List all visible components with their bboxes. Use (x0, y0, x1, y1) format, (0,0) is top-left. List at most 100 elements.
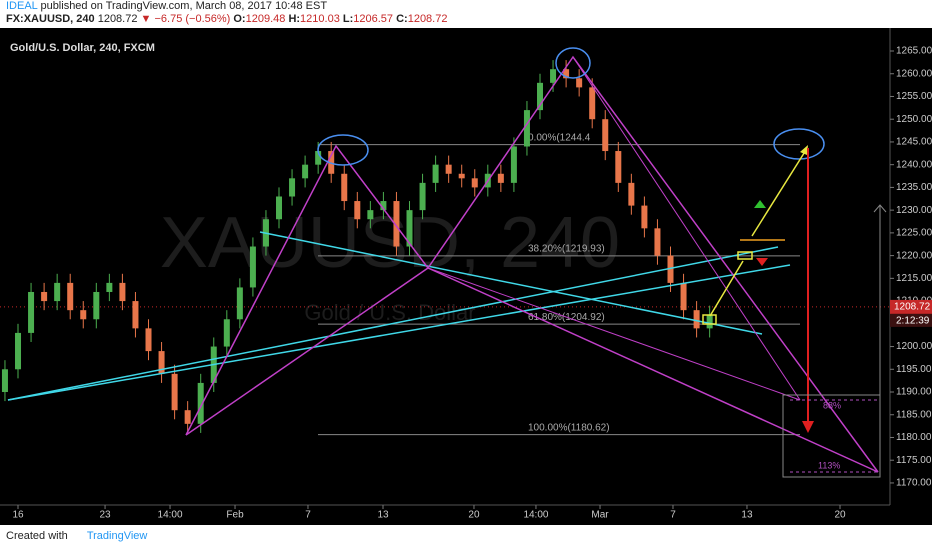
x-tick-label: 20 (468, 510, 480, 521)
candle-body (563, 69, 570, 79)
x-tick-label: 23 (99, 510, 111, 521)
x-tick-label: 13 (377, 510, 389, 521)
candle-body (550, 69, 557, 83)
candle-body (54, 282, 61, 302)
candle-body (28, 291, 35, 333)
watermark: XAUUSD, 240 (160, 203, 620, 283)
fib-label: 0.00%(1244.4 (528, 132, 591, 143)
fib-label: 38.20%(1219.93) (528, 244, 605, 255)
candle-body (419, 182, 426, 211)
arrow-head (873, 204, 887, 213)
y-tick-label: 1240.00 (896, 159, 932, 170)
candle-body (380, 201, 387, 211)
h-label: H: (288, 13, 301, 25)
candle-body (615, 151, 622, 183)
x-tick-label: 13 (741, 510, 753, 521)
candle-body (328, 151, 335, 174)
candle-body (119, 282, 126, 302)
candle-body (367, 210, 374, 220)
candle-body (706, 314, 713, 329)
footer: Created with TradingView (6, 530, 147, 542)
y-tick-label: 1245.00 (896, 137, 932, 148)
x-tick-label: 14:00 (158, 510, 183, 521)
pattern-line (572, 56, 801, 401)
candle-body (276, 196, 283, 220)
candle-body (523, 110, 530, 147)
symbol: FX:XAUUSD, 240 (6, 13, 95, 25)
chart-title: Gold/U.S. Dollar, 240, FXCM (10, 42, 155, 54)
candle-body (589, 87, 596, 120)
projection-box (782, 394, 881, 478)
low: 1206.57 (353, 13, 394, 25)
close: 1208.72 (407, 13, 448, 25)
candle-body (93, 291, 100, 320)
candle-body (132, 301, 139, 329)
y-tick-label: 1255.00 (896, 91, 932, 102)
created-with: Created with (6, 530, 68, 542)
publish-line: IDEAL published on TradingView.com, Marc… (0, 0, 932, 13)
drawings (7, 47, 887, 478)
c-label: C: (396, 13, 408, 25)
y-tick-label: 1170.00 (896, 478, 932, 489)
y-tick-label: 1195.00 (896, 364, 932, 375)
brand[interactable]: TradingView (86, 530, 148, 542)
y-tick-label: 1175.00 (896, 455, 932, 466)
candle-body (693, 310, 700, 329)
candle-body (249, 246, 256, 288)
candle-body (602, 119, 609, 152)
candle-body (1, 369, 8, 393)
candle-body (197, 382, 204, 424)
candle-body (354, 201, 361, 220)
annotation: 113% (818, 460, 840, 470)
trend-line (7, 246, 779, 401)
y-tick-label: 1235.00 (896, 182, 932, 193)
change: ▼ −6.75 (−0.56%) (140, 13, 231, 25)
y-tick-label: 1250.00 (896, 114, 932, 125)
marker-box (702, 314, 717, 325)
highlight-ellipse (773, 128, 825, 160)
y-tick-label: 1185.00 (896, 409, 932, 420)
y-tick-label: 1190.00 (896, 387, 932, 398)
trend-line (7, 264, 791, 401)
candle-body (15, 332, 22, 370)
trend-line (259, 231, 763, 335)
o-label: O: (233, 13, 246, 25)
candle-body (576, 78, 583, 88)
last: 1208.72 (97, 13, 138, 25)
down-arrow (756, 258, 768, 266)
header: IDEAL published on TradingView.com, Marc… (0, 0, 932, 28)
y-tick-label: 1260.00 (896, 68, 932, 79)
candle-body (654, 228, 661, 256)
x-tick-label: 7 (305, 510, 311, 521)
pattern-line (427, 267, 879, 473)
y-tick-label: 1200.00 (896, 341, 932, 352)
arrow-head (800, 145, 808, 155)
y-tick-label: 1220.00 (896, 250, 932, 261)
open: 1209.48 (245, 13, 286, 25)
pattern-line (427, 267, 801, 401)
x-tick-label: 16 (12, 510, 24, 521)
candle-body (510, 146, 517, 183)
arrow (709, 260, 744, 317)
y-tick-label: 1225.00 (896, 228, 932, 239)
chart: XAUUSD, 240 Gold / U.S. Dollar Gold/U.S.… (0, 28, 932, 525)
l-label: L: (342, 13, 354, 25)
candle-body (67, 282, 74, 311)
candle-body (158, 351, 165, 374)
y-tick-label: 1180.00 (896, 432, 932, 443)
highlight-ellipse (317, 134, 369, 166)
author[interactable]: IDEAL (6, 0, 38, 12)
published: published on TradingView.com, March 08, … (40, 0, 328, 12)
y-tick-label: 1265.00 (896, 46, 932, 57)
background (0, 28, 932, 525)
candle-body (184, 410, 191, 424)
quote-line: FX:XAUUSD, 240 1208.72 ▼ −6.75 (−0.56%) … (0, 13, 932, 26)
countdown: 2:12:39 (896, 316, 930, 327)
candle-body (537, 82, 544, 111)
candle-body (145, 328, 152, 352)
arrow-head (802, 421, 814, 433)
y-tick-label: 1215.00 (896, 273, 932, 284)
candle-body (641, 205, 648, 229)
countdown-bg (890, 313, 932, 327)
highlight-ellipse (555, 47, 591, 79)
